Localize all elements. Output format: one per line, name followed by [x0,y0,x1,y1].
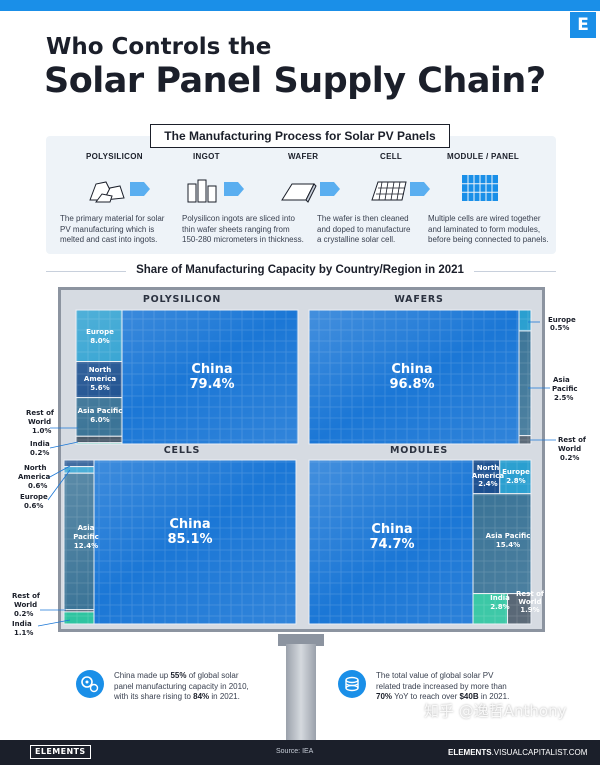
process-title: The Manufacturing Process for Solar PV P… [164,129,436,143]
step-desc-wafer-cell: The wafer is then cleaned and doped to m… [317,214,411,244]
step-label-wafer: WAFER [288,152,319,161]
top-accent-bar [0,0,600,11]
footer-stat-left: China made up 55% of global solar panel … [114,671,249,701]
panel-label-polysilicon: POLYSILICON [142,294,222,305]
ingot-blocks-icon [187,179,244,203]
wafer-sheet-icon [281,182,340,203]
panel-sheen-0 [76,310,298,444]
chart-title: Share of Manufacturing Capacity by Count… [136,264,464,276]
solar-panel-icon [462,175,498,201]
step-desc-polysilicon: The primary material for solar PV manufa… [60,214,165,244]
elements-logo: E [570,12,596,38]
solar-cell-icon [371,181,430,201]
cell-india-leader [37,619,71,627]
page-title-line1: Who Controls the [46,34,272,60]
step-desc-ingot: Polysilicon ingots are sliced into thin … [182,214,304,244]
panel-label-modules: MODULES [389,445,449,456]
coins-icon [338,670,366,698]
elements-brand-badge: ELEMENTS [30,745,91,759]
step-label-ingot: INGOT [193,152,220,161]
page-title-line2: Solar Panel Supply Chain? [44,61,546,101]
panel-sheen-2 [64,460,296,624]
poly-india-leader [49,441,79,449]
cell-europe-leader [47,469,71,501]
site-url[interactable]: ELEMENTS.VISUALCAPITALIST.COM [448,748,588,757]
gears-icon [76,670,104,698]
panel-label-wafers: WAFERS [394,294,444,305]
billboard-pole [286,644,316,740]
polysilicon-rocks-icon [89,181,150,203]
step-label-module: MODULE / PANEL [447,152,520,161]
panel-sheen-1 [309,310,531,444]
step-desc-module: Multiple cells are wired together and la… [428,214,549,244]
step-label-cell: CELL [380,152,403,161]
footer-stat-right: The total value of global solar PV relat… [376,671,510,701]
title-rule-right [474,271,556,272]
panel-sheen-3 [309,460,531,624]
cell-na-leader [47,465,71,479]
step-label-polysilicon: POLYSILICON [86,152,143,161]
billboard-pole-cap [278,634,324,646]
source-note: Source: IEA [276,748,314,755]
panel-label-cells: CELLS [163,445,201,456]
watermark-text: 知乎 @逸哲Anthony [424,702,567,720]
process-title-box: The Manufacturing Process for Solar PV P… [150,124,450,148]
bottom-bar [0,740,600,765]
title-rule-left [46,271,126,272]
